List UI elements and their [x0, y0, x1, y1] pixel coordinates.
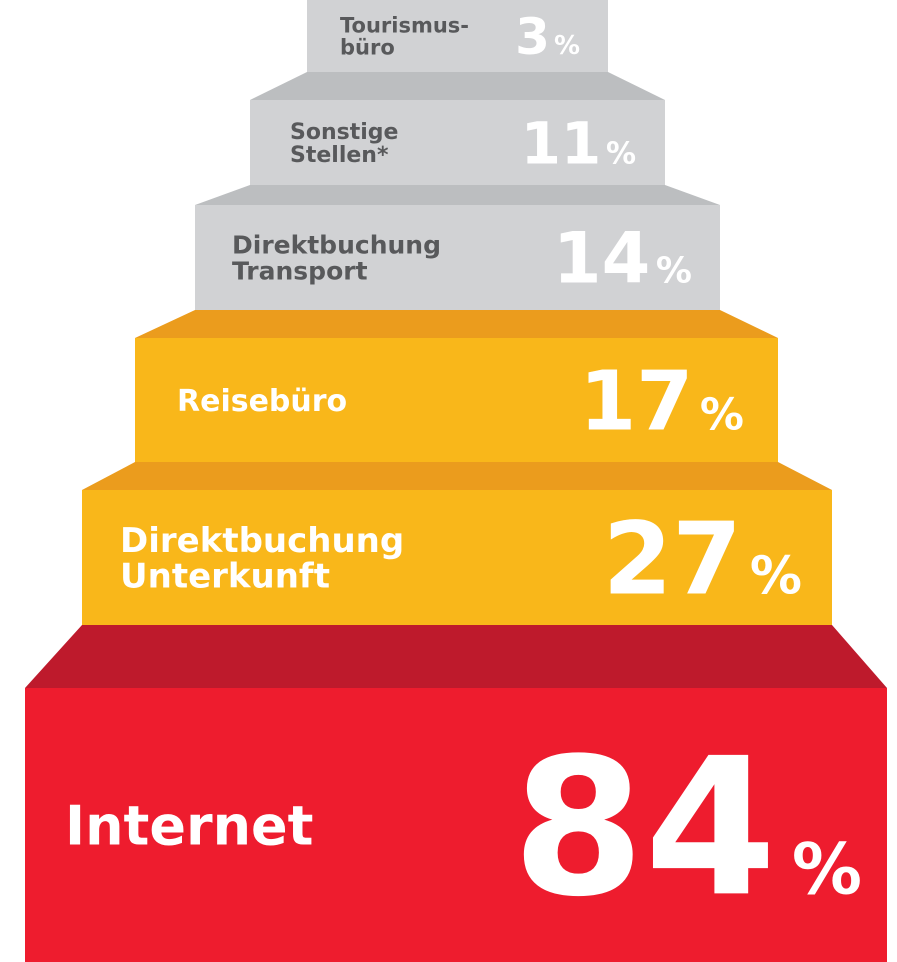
step-value: 17% [579, 355, 744, 450]
step-label: Tourismus- [340, 14, 469, 38]
value-number: 17 [579, 355, 693, 450]
step-value: 27% [603, 501, 802, 618]
value-number: 11 [521, 109, 602, 177]
step-label: Internet [65, 794, 313, 857]
step-front [135, 338, 778, 462]
step-top [135, 310, 778, 338]
step-label: büro [340, 36, 395, 60]
value-unit: % [554, 31, 580, 61]
step-top [25, 625, 887, 688]
step-label: Stellen* [290, 143, 389, 168]
step-top [195, 185, 720, 205]
step-label: Sonstige [290, 120, 398, 145]
value-unit: % [700, 390, 744, 441]
value-number: 84 [512, 717, 776, 938]
step-value: 84% [512, 717, 862, 938]
step-value: 11% [521, 109, 636, 177]
step-front [25, 688, 887, 962]
step-label: Transport [232, 257, 368, 286]
step-value: 14% [553, 218, 692, 300]
step-front [250, 100, 665, 185]
step-label: Direktbuchung [232, 230, 441, 259]
step-label: Reisebüro [177, 384, 347, 419]
value-unit: % [656, 251, 692, 292]
step-label: Unterkunft [120, 557, 330, 597]
value-unit: % [606, 136, 636, 171]
step-label: Direktbuchung [120, 521, 404, 561]
value-number: 3 [515, 8, 550, 66]
step-front [195, 205, 720, 310]
step-value: 3% [515, 8, 580, 66]
value-unit: % [792, 828, 862, 910]
step-top [82, 462, 832, 490]
step-front [307, 0, 608, 72]
value-number: 14 [553, 218, 650, 300]
value-unit: % [750, 547, 802, 607]
step-front [82, 490, 832, 625]
value-number: 27 [603, 501, 742, 618]
step-top [250, 72, 665, 100]
